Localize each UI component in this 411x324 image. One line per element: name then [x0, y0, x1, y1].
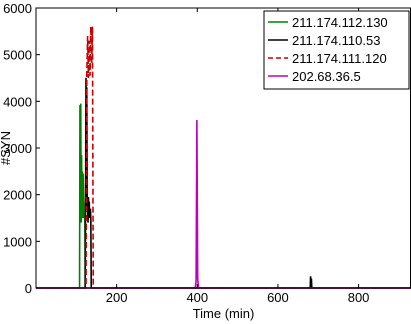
- legend-label-0: 211.174.112.130: [292, 15, 388, 30]
- ticks-layer: 0 1000 2000 3000 4000 5000 6000 200 400 600 800: [3, 1, 369, 305]
- y-axis-label: #SYN: [0, 131, 13, 165]
- legend-label-3: 202.68.36.5: [292, 69, 361, 84]
- x-tick-label-0: 200: [106, 290, 128, 305]
- x-axis-label: Time (min): [193, 306, 255, 321]
- y-tick-label-1: 1000: [3, 234, 32, 249]
- legend-box: [263, 10, 410, 90]
- legend-label-2: 211.174.111.120: [292, 51, 387, 66]
- x-tick-label-2: 600: [267, 290, 289, 305]
- x-tick-label-3: 800: [348, 290, 370, 305]
- y-tick-label-2: 2000: [3, 188, 32, 203]
- y-tick-label-0: 0: [25, 281, 32, 296]
- y-tick-label-3: 3000: [3, 141, 32, 156]
- x-tick-label-1: 400: [186, 290, 208, 305]
- legend: 211.174.112.130 211.174.110.53 211.174.111…: [263, 10, 410, 90]
- legend-label-1: 211.174.110.53: [292, 33, 380, 48]
- series-line-2: [36, 26, 411, 289]
- y-tick-label-5: 5000: [3, 48, 32, 63]
- y-tick-label-4: 4000: [3, 94, 32, 109]
- y-tick-label-6: 6000: [3, 1, 32, 16]
